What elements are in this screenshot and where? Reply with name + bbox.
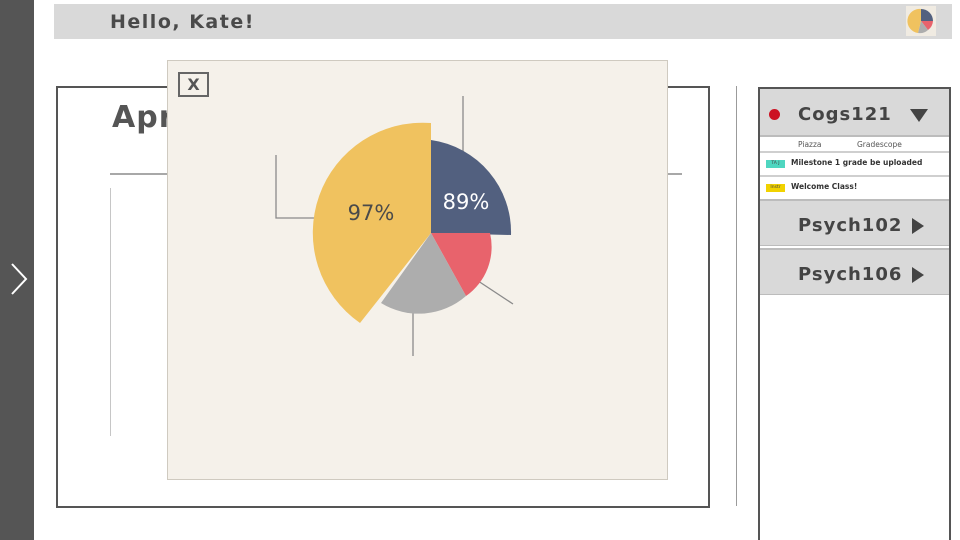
triangle-down-icon[interactable] [910,109,928,122]
course-name: Cogs121 [798,104,892,125]
triangle-right-icon[interactable] [912,218,924,234]
greeting-text: Hello, Kate! [110,11,255,33]
pie-chart: 97% 89% [275,96,514,356]
pie-slice-yellow [312,122,431,324]
piazza-link[interactable]: Piazza [798,140,822,149]
calendar-axis-line [110,188,111,436]
course-item-psych102[interactable]: Psych102 [760,199,949,246]
column-divider [736,86,737,506]
pie-slice-gray [381,233,466,314]
course-item-psych106[interactable]: Psych106 [760,248,949,295]
announcement-text: Welcome Class! [791,182,858,191]
course-sidebar: Cogs121 Piazza Gradescope TA J Milestone… [758,87,951,540]
slice-label-89: 89% [443,190,490,214]
course-name: Psych106 [798,264,903,285]
ta-tag: TA J [766,160,785,168]
chevron-right-icon[interactable] [8,262,30,296]
slice-label-97: 97% [348,201,395,225]
month-title: Apr [112,100,175,135]
gradescope-link[interactable]: Gradescope [857,140,902,149]
left-rail [0,0,34,540]
course-item-cogs121[interactable]: Cogs121 [760,89,949,137]
close-button[interactable]: X [178,72,209,97]
pie-slice-navy [431,140,512,235]
status-dot [769,109,780,120]
triangle-right-icon[interactable] [912,267,924,283]
chart-modal: 97% 89% X [167,60,668,480]
pie-avatar-icon[interactable] [906,6,936,36]
pie-slice-red [431,233,492,296]
course-name: Psych102 [798,215,903,236]
instructor-tag: Instr [766,184,785,192]
top-header: Hello, Kate! [54,4,952,39]
announcement-text: Milestone 1 grade be uploaded [791,158,923,167]
announcement-row[interactable]: TA J Milestone 1 grade be uploaded [760,151,949,175]
course-links: Piazza Gradescope [760,137,949,151]
announcement-row[interactable]: Instr Welcome Class! [760,175,949,199]
